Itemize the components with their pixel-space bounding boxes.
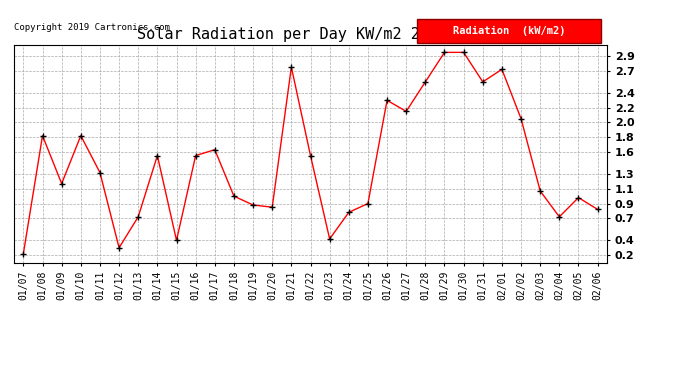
Radiation  (kW/m2) [172, 238, 181, 243]
Radiation  (kW/m2) [77, 134, 85, 138]
Radiation  (kW/m2) [555, 214, 564, 219]
Line: Radiation  (kW/m2): Radiation (kW/m2) [21, 50, 600, 256]
Radiation  (kW/m2) [460, 50, 468, 55]
Radiation  (kW/m2) [192, 153, 200, 158]
Radiation  (kW/m2) [287, 65, 295, 69]
Radiation  (kW/m2) [479, 80, 487, 84]
Radiation  (kW/m2) [96, 170, 104, 175]
Radiation  (kW/m2) [115, 246, 124, 250]
Title: Solar Radiation per Day KW/m2 20190206: Solar Radiation per Day KW/m2 20190206 [137, 27, 484, 42]
Radiation  (kW/m2) [210, 147, 219, 152]
Radiation  (kW/m2) [421, 80, 429, 84]
Radiation  (kW/m2) [153, 153, 161, 158]
Radiation  (kW/m2) [497, 67, 506, 72]
Radiation  (kW/m2) [517, 117, 525, 121]
Radiation  (kW/m2) [593, 207, 602, 212]
Radiation  (kW/m2) [268, 205, 277, 210]
Radiation  (kW/m2) [57, 182, 66, 186]
Text: Radiation  (kW/m2): Radiation (kW/m2) [453, 26, 566, 36]
Radiation  (kW/m2) [574, 195, 582, 200]
Radiation  (kW/m2) [402, 109, 411, 114]
Radiation  (kW/m2) [306, 153, 315, 158]
Radiation  (kW/m2) [440, 50, 449, 55]
Radiation  (kW/m2) [326, 237, 334, 241]
Radiation  (kW/m2) [364, 201, 372, 206]
Text: Copyright 2019 Cartronics.com: Copyright 2019 Cartronics.com [14, 23, 170, 32]
Radiation  (kW/m2) [134, 214, 142, 219]
Radiation  (kW/m2) [536, 189, 544, 193]
Radiation  (kW/m2) [230, 194, 238, 198]
Radiation  (kW/m2) [39, 134, 47, 138]
FancyBboxPatch shape [417, 19, 601, 43]
Radiation  (kW/m2) [249, 203, 257, 207]
Radiation  (kW/m2) [383, 98, 391, 102]
Radiation  (kW/m2) [19, 251, 28, 256]
Radiation  (kW/m2) [344, 210, 353, 214]
